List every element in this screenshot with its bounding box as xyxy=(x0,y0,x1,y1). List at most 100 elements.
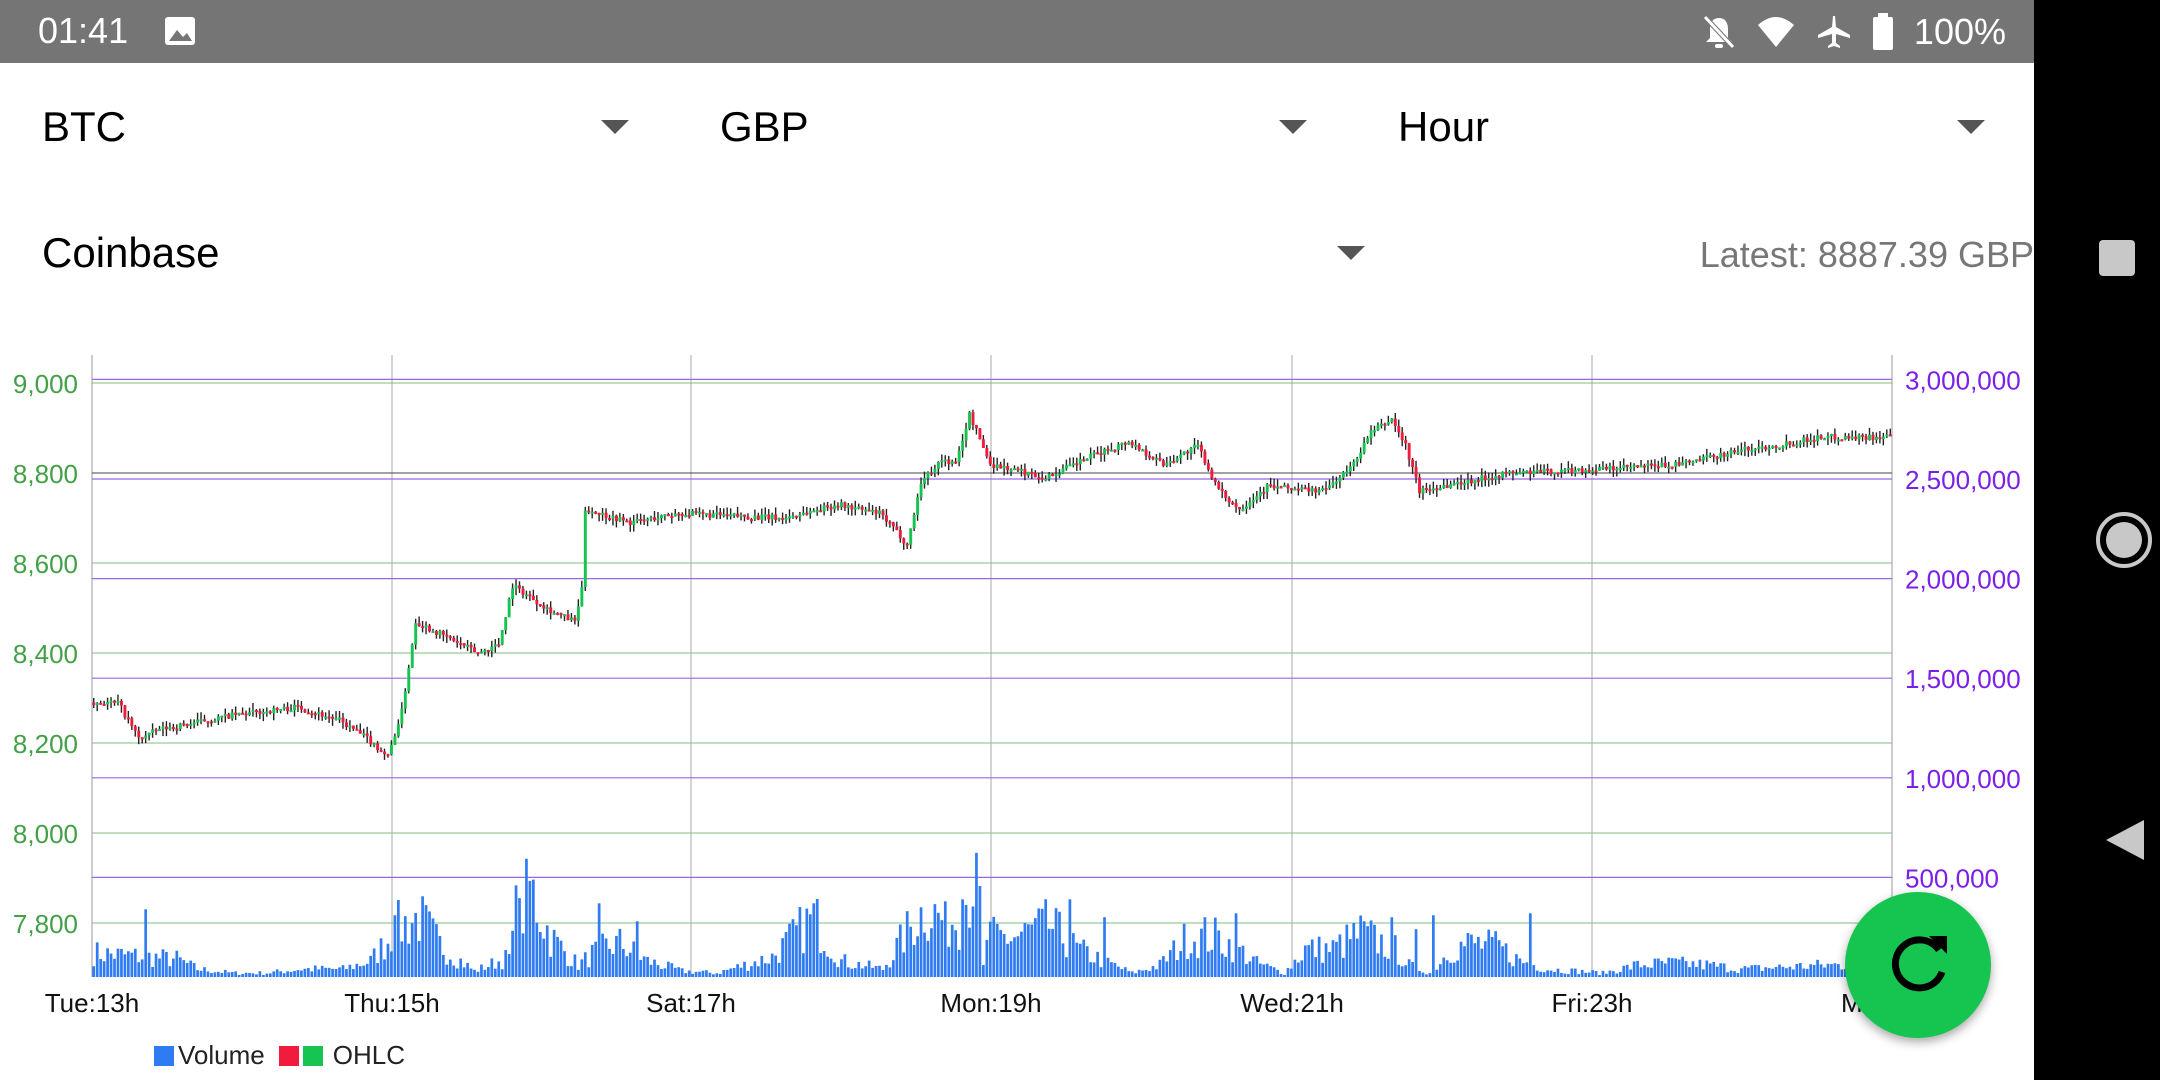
candle-body xyxy=(113,700,117,703)
candle-body xyxy=(725,514,729,517)
candle-body xyxy=(282,706,286,710)
volume-bar xyxy=(272,971,276,977)
candle-body xyxy=(272,708,276,714)
candle-body xyxy=(1760,446,1764,449)
candle-body xyxy=(1539,469,1543,473)
exchange-dropdown-icon[interactable] xyxy=(1337,246,1365,260)
volume-bar xyxy=(1577,974,1581,977)
volume-bar xyxy=(376,963,379,977)
volume-bar xyxy=(1376,953,1380,977)
candlestick-chart[interactable]: 9,000 8,800 8,600 8,400 8,200 8,000 7,800 3,000… xyxy=(0,340,2034,1040)
volume-bar xyxy=(1051,928,1054,977)
volume-bar xyxy=(566,966,570,977)
volume-bar xyxy=(1068,899,1072,977)
volume-bar xyxy=(857,961,861,977)
candle-body xyxy=(459,643,463,646)
candle-body xyxy=(1279,486,1283,489)
candle-body xyxy=(476,652,480,655)
currency-dropdown-icon[interactable] xyxy=(1279,120,1307,134)
volume-bar xyxy=(943,901,947,977)
volume-bar xyxy=(725,969,729,977)
candle-body xyxy=(556,612,560,615)
volume-bar xyxy=(898,924,902,977)
coin-dropdown-icon[interactable] xyxy=(601,120,629,134)
volume-tick-label: 2,000,000 xyxy=(1905,565,2021,595)
candle-body xyxy=(576,606,580,621)
volume-bar xyxy=(1355,938,1359,977)
candle-body xyxy=(1667,466,1671,469)
volume-bar xyxy=(1193,941,1196,977)
candle-body xyxy=(1487,478,1491,481)
volume-bar xyxy=(1670,958,1674,977)
candle-body xyxy=(1566,468,1570,471)
volume-bar xyxy=(1684,961,1688,977)
coin-spinner[interactable]: BTC xyxy=(42,103,126,150)
candle-body xyxy=(923,478,927,485)
volume-bar xyxy=(500,969,504,977)
volume-bar xyxy=(563,951,566,977)
candle-body xyxy=(203,719,207,722)
candle-body xyxy=(1414,467,1418,478)
volume-bar xyxy=(580,959,584,977)
candle-body xyxy=(1788,441,1792,445)
candle-body xyxy=(1594,470,1598,473)
interval-dropdown-icon[interactable] xyxy=(1957,120,1985,134)
back-triangle-icon[interactable] xyxy=(2104,818,2148,862)
candle-body xyxy=(1518,472,1522,475)
volume-bar xyxy=(1033,918,1037,977)
candle-body xyxy=(1812,439,1816,442)
volume-bar xyxy=(1674,958,1678,977)
candle-body xyxy=(1532,470,1536,475)
candle-body xyxy=(1220,488,1224,492)
candle-body xyxy=(770,514,774,520)
volume-bar xyxy=(739,967,743,977)
candle-body xyxy=(704,513,708,516)
interval-spinner[interactable]: Hour xyxy=(1398,103,1490,150)
candle-body xyxy=(483,650,487,653)
candle-body xyxy=(1553,472,1557,475)
candle-body xyxy=(168,727,172,730)
candle-body xyxy=(1836,439,1840,442)
volume-bar xyxy=(414,912,418,977)
volume-bar xyxy=(507,954,511,977)
volume-bar xyxy=(1456,960,1459,977)
candle-body xyxy=(1833,434,1837,440)
candle-body xyxy=(843,502,847,508)
candle-body xyxy=(635,518,639,521)
home-circle-icon[interactable] xyxy=(2096,512,2152,568)
candle-body xyxy=(1019,468,1023,471)
candle-body xyxy=(632,520,636,526)
volume-bar xyxy=(338,967,341,977)
exchange-spinner[interactable]: Coinbase xyxy=(42,229,220,276)
candle-body xyxy=(479,651,483,654)
currency-spinner[interactable]: GBP xyxy=(720,103,809,150)
app-screen: 01:41 100% BTC GBP xyxy=(0,0,2034,1080)
volume-bar xyxy=(223,969,227,977)
candle-body xyxy=(666,514,670,517)
volume-bar xyxy=(1272,967,1276,977)
candle-body xyxy=(794,515,798,518)
recents-square-icon[interactable] xyxy=(2097,238,2137,278)
candle-body xyxy=(936,461,940,469)
volume-bar xyxy=(590,944,594,977)
image-icon xyxy=(165,17,195,45)
candle-body xyxy=(1310,488,1314,492)
volume-bar xyxy=(802,953,805,977)
candle-body xyxy=(1137,444,1141,450)
candle-body xyxy=(929,472,933,475)
candle-body xyxy=(1674,461,1678,467)
volume-bar xyxy=(1837,964,1840,977)
refresh-button[interactable] xyxy=(1845,892,1991,1038)
volume-bar xyxy=(667,961,670,977)
volume-bar xyxy=(1248,961,1252,977)
candle-body xyxy=(521,588,525,595)
time-tick-label: Fri:23h xyxy=(1552,988,1633,1018)
candle-body xyxy=(396,724,400,737)
volume-bar xyxy=(268,973,272,977)
volume-bar xyxy=(715,973,719,977)
volume-bar xyxy=(632,941,636,977)
volume-bar xyxy=(1733,971,1736,977)
volume-legend-swatch xyxy=(154,1045,174,1066)
candle-body xyxy=(473,647,477,653)
candle-body xyxy=(1141,449,1145,452)
